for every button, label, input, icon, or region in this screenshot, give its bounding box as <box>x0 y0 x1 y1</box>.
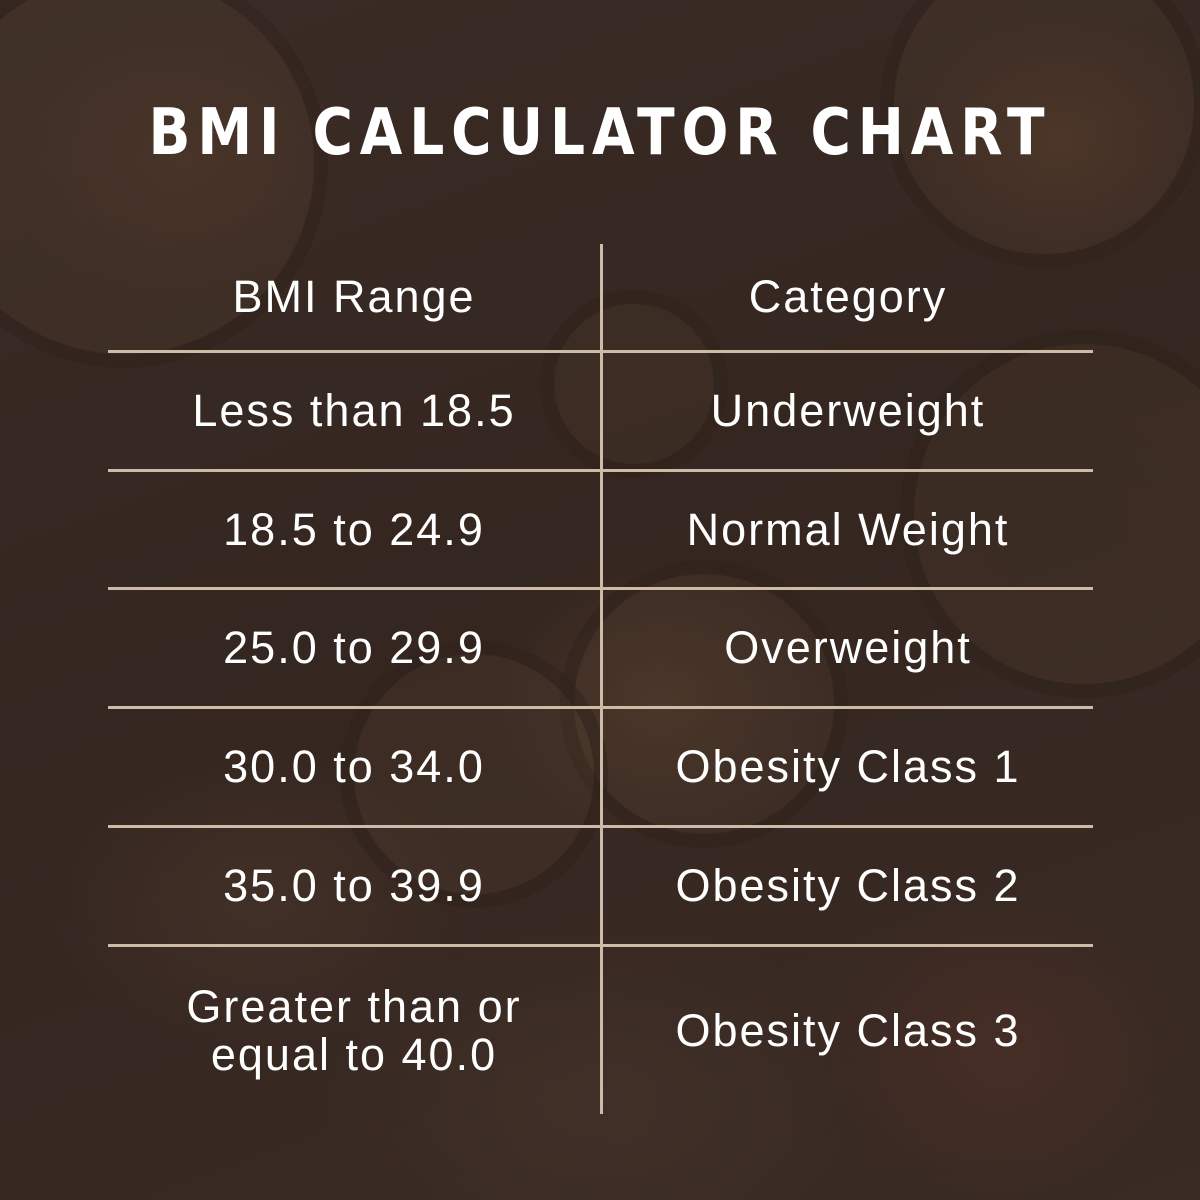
header-category: Category <box>748 271 948 323</box>
row-divider <box>108 469 1093 472</box>
category-cell: Obesity Class 2 <box>675 860 1021 912</box>
page-title: BMI CALCULATOR CHART <box>148 96 1052 170</box>
row-divider <box>108 706 1093 709</box>
bmi-range-cell: Greater than or equal to 40.0 <box>186 981 522 1080</box>
category-cell: Obesity Class 1 <box>675 741 1021 793</box>
bmi-range-cell: 30.0 to 34.0 <box>223 741 485 793</box>
category-cell: Underweight <box>710 385 986 437</box>
header-bmi-range: BMI Range <box>232 271 476 323</box>
category-cell: Normal Weight <box>686 503 1010 555</box>
bmi-range-cell: 25.0 to 29.9 <box>223 622 485 674</box>
row-divider <box>108 350 1093 353</box>
row-divider <box>108 587 1093 590</box>
category-cell: Overweight <box>724 622 972 674</box>
row-divider <box>108 825 1093 828</box>
bmi-table: BMI Range Category Less than 18.5 Underw… <box>108 244 1093 1114</box>
bmi-range-cell: 18.5 to 24.9 <box>223 503 485 555</box>
row-divider <box>108 944 1093 947</box>
bmi-range-cell: Less than 18.5 <box>192 385 516 437</box>
bmi-range-cell: 35.0 to 39.9 <box>223 860 485 912</box>
category-cell: Obesity Class 3 <box>675 1004 1021 1056</box>
column-divider <box>600 244 603 1114</box>
